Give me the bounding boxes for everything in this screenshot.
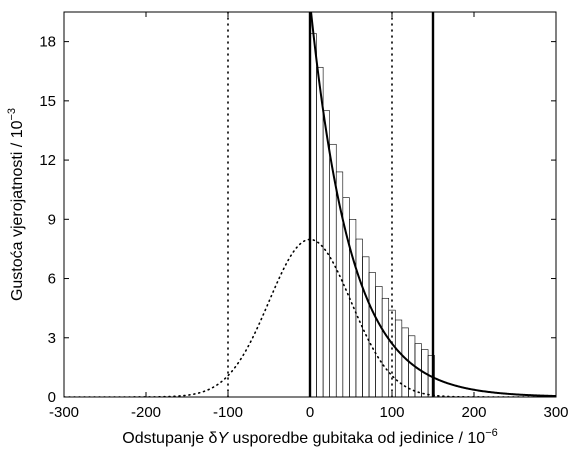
histogram-bar bbox=[362, 256, 370, 397]
x-axis-label-delta: δ bbox=[209, 430, 218, 447]
y-axis-label: Gustoća vjerojatnosti / 10−3 bbox=[6, 108, 26, 301]
y-tick-label: 12 bbox=[39, 152, 56, 169]
y-tick-label: 0 bbox=[48, 389, 56, 406]
x-tick-label: -100 bbox=[213, 404, 243, 421]
x-tick-label: -300 bbox=[49, 404, 79, 421]
histogram-bar bbox=[394, 319, 403, 397]
histogram-bar bbox=[381, 297, 390, 397]
histogram-bar bbox=[368, 272, 376, 397]
x-axis-label-exponent: −6 bbox=[485, 427, 498, 439]
axes: -300 -200 -100 0 100 200 300 0 3 6 9 12 15 18 bbox=[39, 11, 569, 421]
x-axis-label-prefix: Odstupanje bbox=[122, 430, 208, 447]
y-tick-label: 6 bbox=[48, 271, 56, 288]
x-axis-label-variable: Y bbox=[217, 430, 229, 447]
x-axis-label-suffix: usporedbe gubitaka od jedinice / 10 bbox=[228, 430, 485, 447]
x-tick-label: 300 bbox=[543, 404, 568, 421]
x-tick-label: 200 bbox=[461, 404, 486, 421]
x-tick-label: 100 bbox=[379, 404, 404, 421]
y-axis-label-text: Gustoća vjerojatnosti / 10 bbox=[9, 120, 26, 301]
x-tick-label: -200 bbox=[131, 404, 161, 421]
histogram-bar bbox=[355, 238, 363, 397]
plot-area bbox=[64, 12, 556, 397]
y-axis-label-exponent: −3 bbox=[6, 108, 18, 121]
y-tick-label: 9 bbox=[48, 211, 56, 228]
y-tick-label: 15 bbox=[39, 93, 56, 110]
x-tick-label: 0 bbox=[306, 404, 314, 421]
histogram-bar bbox=[375, 286, 383, 397]
histogram bbox=[309, 33, 435, 397]
y-tick-label: 3 bbox=[48, 330, 56, 347]
y-tick-label: 18 bbox=[39, 34, 56, 51]
x-axis-label: Odstupanje δY usporedbe gubitaka od jedi… bbox=[122, 427, 497, 447]
histogram-bar bbox=[316, 66, 324, 397]
